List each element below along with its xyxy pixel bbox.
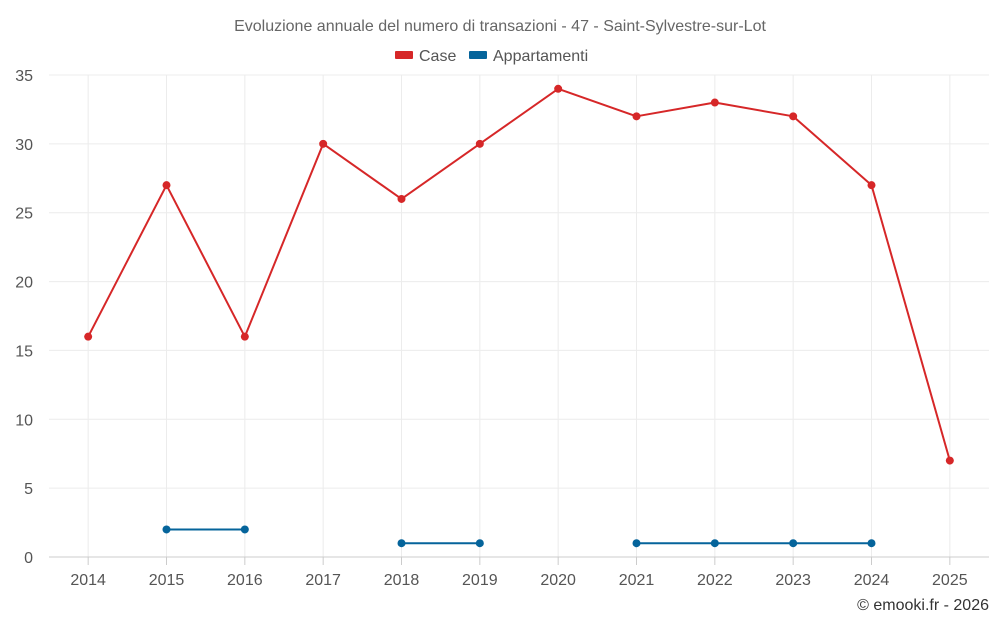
- legend-swatch-case: [395, 51, 413, 59]
- data-point-case-2025[interactable]: [945, 456, 954, 465]
- grid: [49, 74, 989, 557]
- series: [84, 84, 954, 548]
- x-tick-label: 2025: [932, 572, 968, 589]
- x-tick-label: 2016: [227, 572, 263, 589]
- x-tick-label: 2019: [462, 572, 498, 589]
- data-point-appartamenti-2024[interactable]: [867, 539, 876, 548]
- data-point-appartamenti-2021[interactable]: [632, 539, 641, 548]
- data-point-appartamenti-2022[interactable]: [710, 539, 719, 548]
- data-point-appartamenti-2023[interactable]: [789, 539, 798, 548]
- data-point-case-2022[interactable]: [710, 98, 719, 107]
- data-point-case-2021[interactable]: [632, 112, 641, 121]
- legend-label-appartamenti: Appartamenti: [493, 48, 588, 65]
- series-line-case: [87, 87, 951, 462]
- data-point-case-2020[interactable]: [554, 84, 563, 93]
- y-tick-label: 35: [15, 68, 33, 85]
- x-tick-label: 2015: [149, 572, 185, 589]
- y-tick-label: 20: [15, 275, 33, 292]
- y-tick-label: 25: [15, 206, 33, 223]
- data-point-case-2015[interactable]: [162, 181, 171, 190]
- data-point-appartamenti-2018[interactable]: [397, 539, 406, 548]
- data-point-appartamenti-2016[interactable]: [240, 525, 249, 534]
- y-tick-label: 10: [15, 412, 33, 429]
- x-tick-label: 2024: [854, 572, 890, 589]
- y-tick-label: 0: [24, 550, 33, 567]
- x-tick-label: 2020: [540, 572, 576, 589]
- legend-label-case: Case: [419, 48, 456, 65]
- legend-item-case[interactable]: Case: [395, 48, 456, 65]
- x-tick-label: 2018: [384, 572, 420, 589]
- chart-title: Evoluzione annuale del numero di transaz…: [234, 18, 766, 35]
- x-tick-label: 2017: [305, 572, 341, 589]
- data-point-case-2018[interactable]: [397, 194, 406, 203]
- data-point-case-2024[interactable]: [867, 181, 876, 190]
- x-tick-label: 2023: [775, 572, 811, 589]
- data-point-appartamenti-2019[interactable]: [475, 539, 484, 548]
- x-tick-label: 2022: [697, 572, 733, 589]
- data-point-case-2016[interactable]: [240, 332, 249, 341]
- y-tick-label: 15: [15, 343, 33, 360]
- x-tick-label: 2021: [619, 572, 655, 589]
- data-point-case-2019[interactable]: [475, 139, 484, 148]
- y-tick-label: 5: [24, 481, 33, 498]
- data-point-case-2014[interactable]: [84, 332, 93, 341]
- data-point-case-2023[interactable]: [789, 112, 798, 121]
- credit-text: © emooki.fr - 2026: [857, 597, 989, 614]
- legend-item-appartamenti[interactable]: Appartamenti: [469, 48, 588, 65]
- y-tick-label: 30: [15, 137, 33, 154]
- x-tick-label: 2014: [70, 572, 106, 589]
- legend-swatch-appartamenti: [469, 51, 487, 59]
- data-point-case-2017[interactable]: [319, 139, 328, 148]
- data-point-appartamenti-2015[interactable]: [162, 525, 171, 534]
- legend: Case Appartamenti: [395, 48, 588, 65]
